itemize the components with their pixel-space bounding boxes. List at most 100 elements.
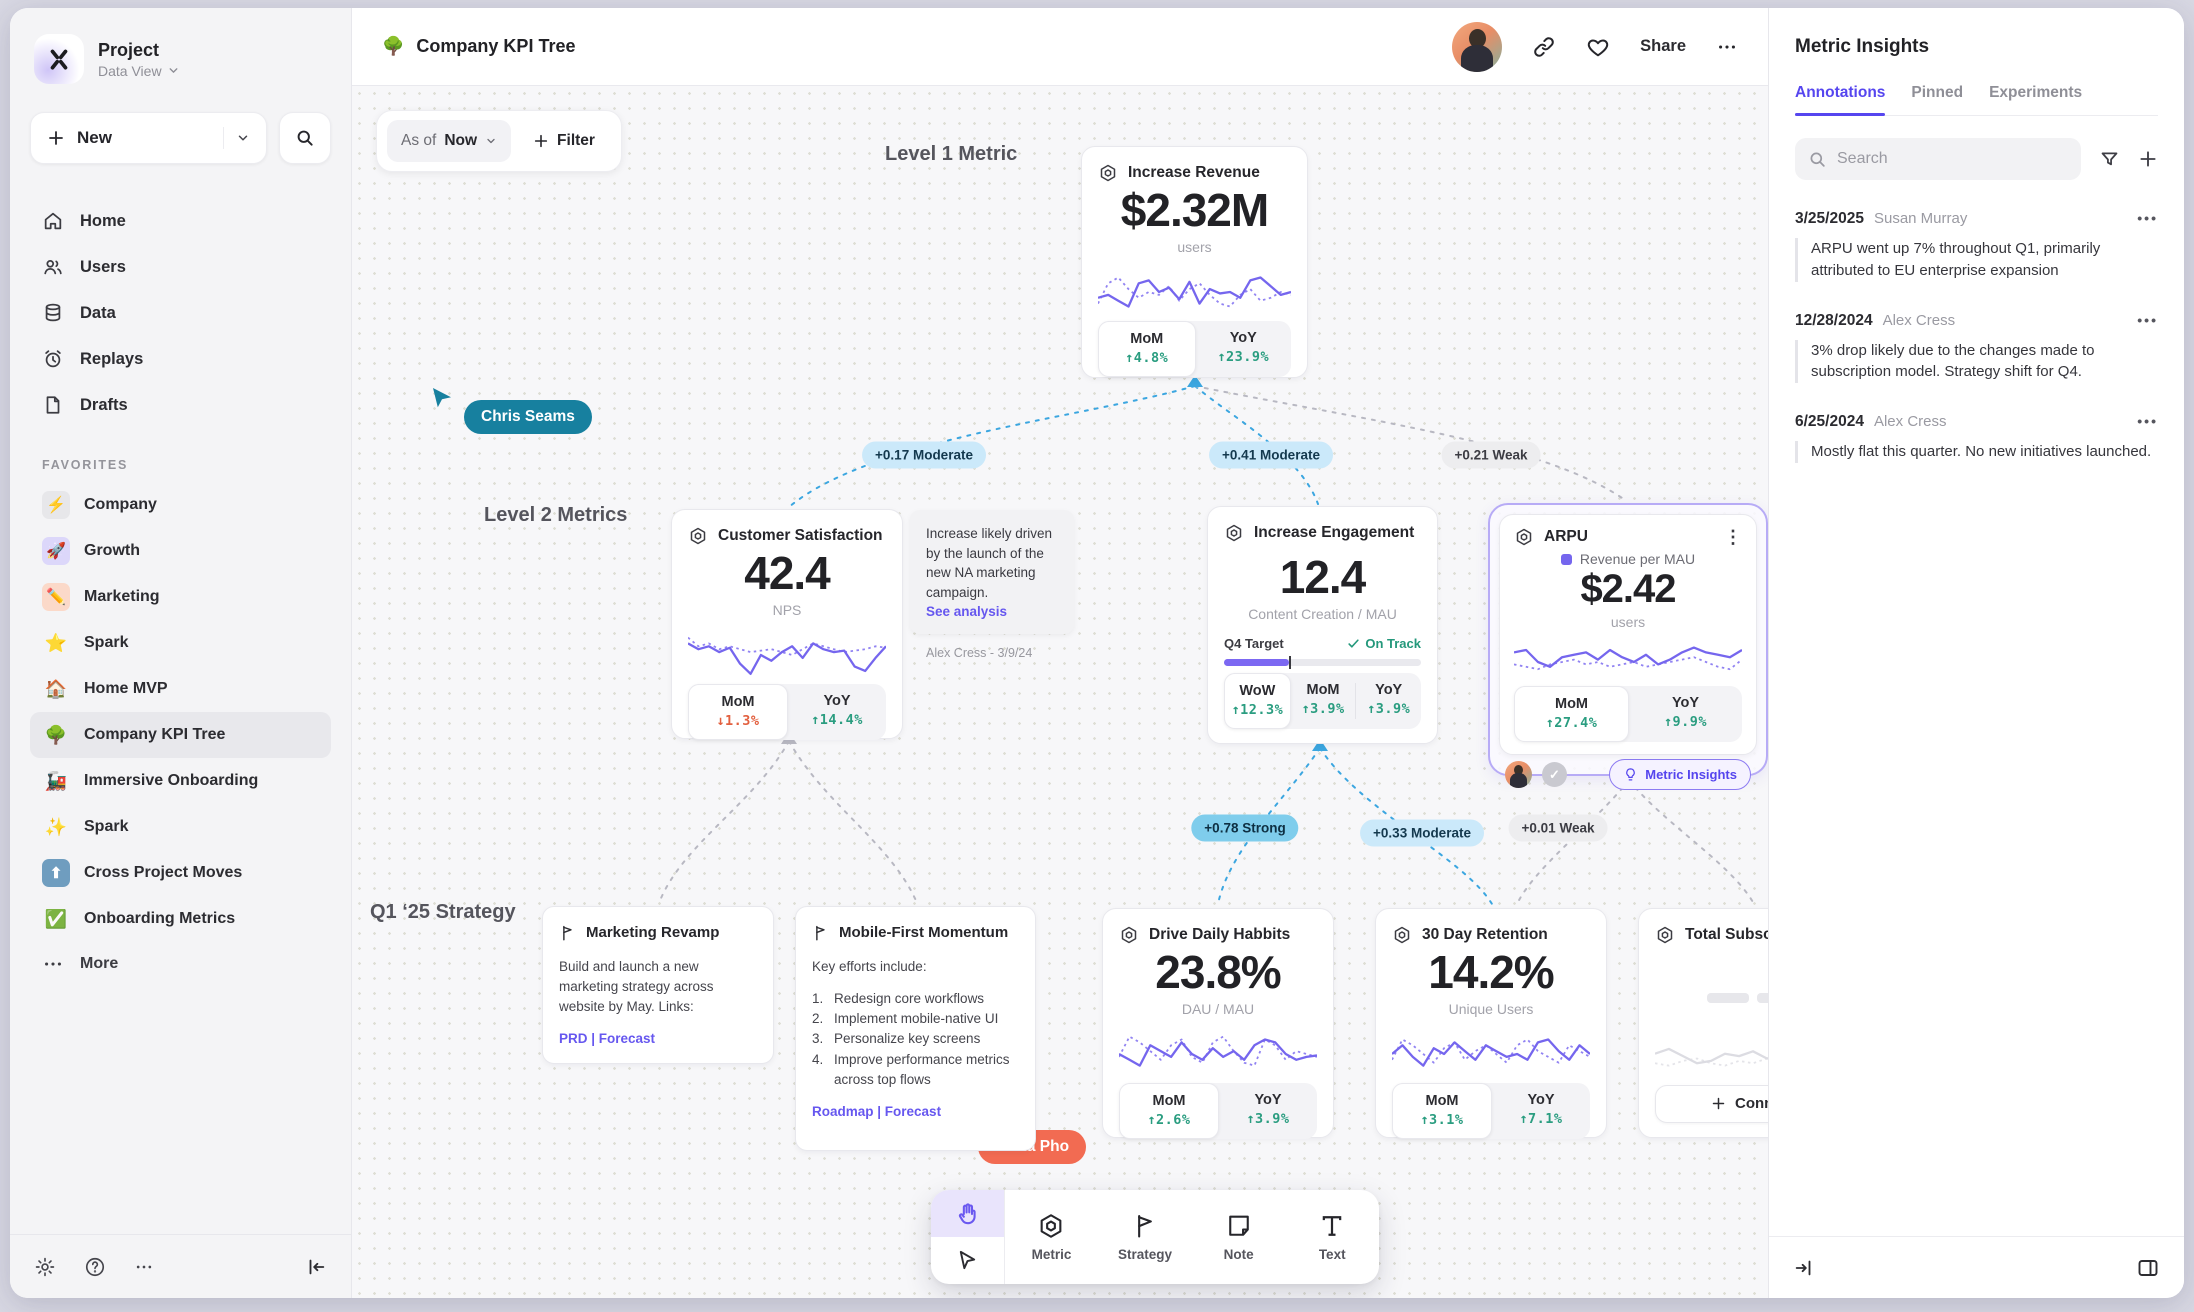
sidebar-item-users[interactable]: Users bbox=[30, 244, 331, 290]
strategy-card-marketing-revamp[interactable]: Marketing Revamp Build and launch a new … bbox=[542, 906, 774, 1064]
delta-mom[interactable]: MoM ↑3.9% bbox=[1301, 682, 1345, 717]
annotation-menu-icon[interactable]: ••• bbox=[2137, 413, 2158, 429]
favorite-immersive-onboarding[interactable]: 🚂 Immersive Onboarding bbox=[30, 758, 331, 804]
add-annotation-icon[interactable] bbox=[2138, 149, 2158, 169]
collapse-panel-icon[interactable] bbox=[1793, 1257, 1815, 1279]
as-of-selector[interactable]: As of Now bbox=[387, 120, 512, 162]
delta-mom[interactable]: MoM ↑2.6% bbox=[1119, 1083, 1219, 1139]
annotation-note[interactable]: Increase likely driven by the launch of … bbox=[910, 510, 1074, 660]
favorite-marketing[interactable]: ✏️ Marketing bbox=[30, 574, 331, 620]
annotation-entry[interactable]: 6/25/2024 Alex Cress ••• Mostly flat thi… bbox=[1795, 413, 2158, 463]
share-button[interactable]: Share bbox=[1640, 37, 1686, 55]
favorite-home-mvp[interactable]: 🏠 Home MVP bbox=[30, 666, 331, 712]
sidebar-nav: Home Users Data Replays Drafts bbox=[30, 198, 331, 428]
level-2-label: Level 2 Metrics bbox=[484, 504, 628, 526]
metric-card-increase-engagement[interactable]: Increase Engagement 12.4 Content Creatio… bbox=[1207, 506, 1438, 744]
filter-funnel-icon[interactable] bbox=[2099, 149, 2120, 170]
favorites-more-button[interactable]: More bbox=[30, 942, 331, 986]
series-legend-label: Revenue per MAU bbox=[1579, 551, 1696, 567]
metric-unit: DAU / MAU bbox=[1181, 1001, 1255, 1017]
metric-card-arpu-selected[interactable]: ARPU ⋮ Revenue per MAU $2.42 users MoM ↑… bbox=[1488, 503, 1768, 790]
search-input[interactable] bbox=[1837, 150, 2068, 168]
split-view-icon[interactable] bbox=[2136, 1256, 2160, 1280]
delta-yoy[interactable]: YoY ↑14.4% bbox=[811, 693, 863, 728]
annotation-entry[interactable]: 3/25/2025 Susan Murray ••• ARPU went up … bbox=[1795, 210, 2158, 282]
delta-yoy[interactable]: YoY ↑3.9% bbox=[1246, 1092, 1290, 1127]
tool-note[interactable]: Note bbox=[1192, 1190, 1286, 1284]
sidebar-item-data[interactable]: Data bbox=[30, 290, 331, 336]
workspace-logo-icon bbox=[34, 34, 84, 84]
delta-yoy[interactable]: YoY ↑23.9% bbox=[1217, 330, 1270, 365]
kpi-tree-canvas[interactable]: As of Now Filter Level 1 Metric Level 2 … bbox=[352, 86, 1768, 1298]
chevron-down-icon[interactable] bbox=[167, 64, 180, 77]
tool-strategy[interactable]: Strategy bbox=[1098, 1190, 1192, 1284]
delta-yoy[interactable]: YoY ↑9.9% bbox=[1663, 695, 1708, 730]
new-button[interactable]: New bbox=[30, 112, 267, 164]
user-avatar[interactable] bbox=[1452, 21, 1503, 72]
metric-title: Increase Revenue bbox=[1128, 164, 1260, 181]
chevron-down-icon[interactable] bbox=[236, 131, 250, 145]
project-switcher[interactable]: Project Data View bbox=[30, 34, 331, 84]
annotation-menu-icon[interactable]: ••• bbox=[2137, 311, 2158, 328]
strategy-card-mobile-first[interactable]: Mobile-First Momentum Key efforts includ… bbox=[795, 906, 1036, 1151]
tool-text[interactable]: Text bbox=[1285, 1190, 1379, 1284]
select-tool-button[interactable] bbox=[931, 1237, 1004, 1284]
connect-data-button[interactable]: Connect bbox=[1655, 1084, 1768, 1123]
pencil-icon: ✏️ bbox=[42, 583, 70, 611]
sidebar-item-drafts[interactable]: Drafts bbox=[30, 382, 331, 428]
panel-tabs: Annotations Pinned Experiments bbox=[1795, 84, 2158, 116]
sidebar-item-replays[interactable]: Replays bbox=[30, 336, 331, 382]
help-icon[interactable] bbox=[84, 1256, 106, 1278]
sidebar-item-label: Replays bbox=[80, 349, 144, 368]
delta-yoy[interactable]: YoY ↑7.1% bbox=[1519, 1092, 1563, 1127]
annotation-entry[interactable]: 12/28/2024 Alex Cress ••• 3% drop likely… bbox=[1795, 311, 2158, 383]
favorite-growth[interactable]: 🚀 Growth bbox=[30, 528, 331, 574]
metric-insights-button[interactable]: Metric Insights bbox=[1609, 759, 1751, 790]
see-analysis-link[interactable]: See analysis bbox=[926, 604, 1008, 620]
header-more-icon[interactable] bbox=[1716, 36, 1738, 58]
strategy-links[interactable]: PRD | Forecast bbox=[559, 1031, 656, 1047]
collapse-sidebar-icon[interactable] bbox=[305, 1256, 327, 1278]
favorite-heart-icon[interactable] bbox=[1586, 35, 1610, 59]
favorite-onboarding-metrics[interactable]: ✅ Onboarding Metrics bbox=[30, 896, 331, 942]
metric-card-drive-daily-habbits[interactable]: Drive Daily Habbits 23.8% DAU / MAU MoM … bbox=[1102, 908, 1334, 1139]
search-button[interactable] bbox=[279, 112, 331, 164]
strategy-label: Q1 ‘25 Strategy bbox=[370, 901, 516, 923]
app-window: Project Data View New Home bbox=[10, 8, 2184, 1298]
metric-card-customer-satisfaction[interactable]: Customer Satisfaction 42.4 NPS MoM ↓1.3%… bbox=[671, 509, 903, 740]
tab-pinned[interactable]: Pinned bbox=[1911, 84, 1964, 101]
settings-gear-icon[interactable] bbox=[34, 1256, 56, 1278]
metric-card-increase-revenue[interactable]: Increase Revenue $2.32M users MoM ↑4.8% … bbox=[1081, 146, 1308, 378]
canvas-controls: As of Now Filter bbox=[376, 110, 622, 172]
strategy-intro: Key efforts include: bbox=[812, 958, 927, 974]
delta-mom[interactable]: MoM ↑4.8% bbox=[1098, 321, 1196, 377]
favorite-spark-2[interactable]: ✨ Spark bbox=[30, 804, 331, 850]
list-item: Redesign core workflows bbox=[812, 989, 985, 1010]
strategy-links[interactable]: Roadmap | Forecast bbox=[812, 1104, 942, 1119]
favorite-company[interactable]: ⚡ Company bbox=[30, 482, 331, 528]
tab-experiments[interactable]: Experiments bbox=[1989, 84, 2083, 101]
delta-mom[interactable]: MoM ↓1.3% bbox=[688, 684, 788, 740]
favorite-company-kpi-tree[interactable]: 🌳 Company KPI Tree bbox=[30, 712, 331, 758]
hand-tool-button[interactable] bbox=[931, 1190, 1004, 1237]
metric-card-total-subscriptions[interactable]: Total Subscript Connect bbox=[1638, 908, 1768, 1138]
metric-card-30-day-retention[interactable]: 30 Day Retention 14.2% Unique Users MoM … bbox=[1375, 908, 1607, 1139]
delta-mom[interactable]: MoM ↑27.4% bbox=[1514, 686, 1629, 742]
favorites-list: ⚡ Company 🚀 Growth ✏️ Marketing ⭐ Spark … bbox=[30, 482, 331, 986]
sidebar-footer bbox=[10, 1234, 351, 1298]
annotations-search[interactable] bbox=[1795, 138, 2081, 180]
favorite-spark[interactable]: ⭐ Spark bbox=[30, 620, 331, 666]
sidebar-item-home[interactable]: Home bbox=[30, 198, 331, 244]
filter-button[interactable]: Filter bbox=[517, 132, 611, 150]
copy-link-icon[interactable] bbox=[1532, 35, 1556, 59]
card-menu-icon[interactable]: ⋮ bbox=[1724, 527, 1742, 547]
more-options-icon[interactable] bbox=[134, 1257, 154, 1277]
delta-wow[interactable]: WoW ↑12.3% bbox=[1224, 673, 1291, 729]
favorite-cross-project-moves[interactable]: ⬆ Cross Project Moves bbox=[30, 850, 331, 896]
tool-metric[interactable]: Metric bbox=[1005, 1190, 1099, 1284]
delta-mom[interactable]: MoM ↑3.1% bbox=[1392, 1083, 1492, 1139]
up-arrow-icon: ⬆ bbox=[42, 859, 70, 887]
delta-yoy[interactable]: YoY ↑3.9% bbox=[1367, 682, 1411, 717]
tab-annotations[interactable]: Annotations bbox=[1795, 84, 1886, 116]
annotation-menu-icon[interactable]: ••• bbox=[2137, 210, 2158, 226]
